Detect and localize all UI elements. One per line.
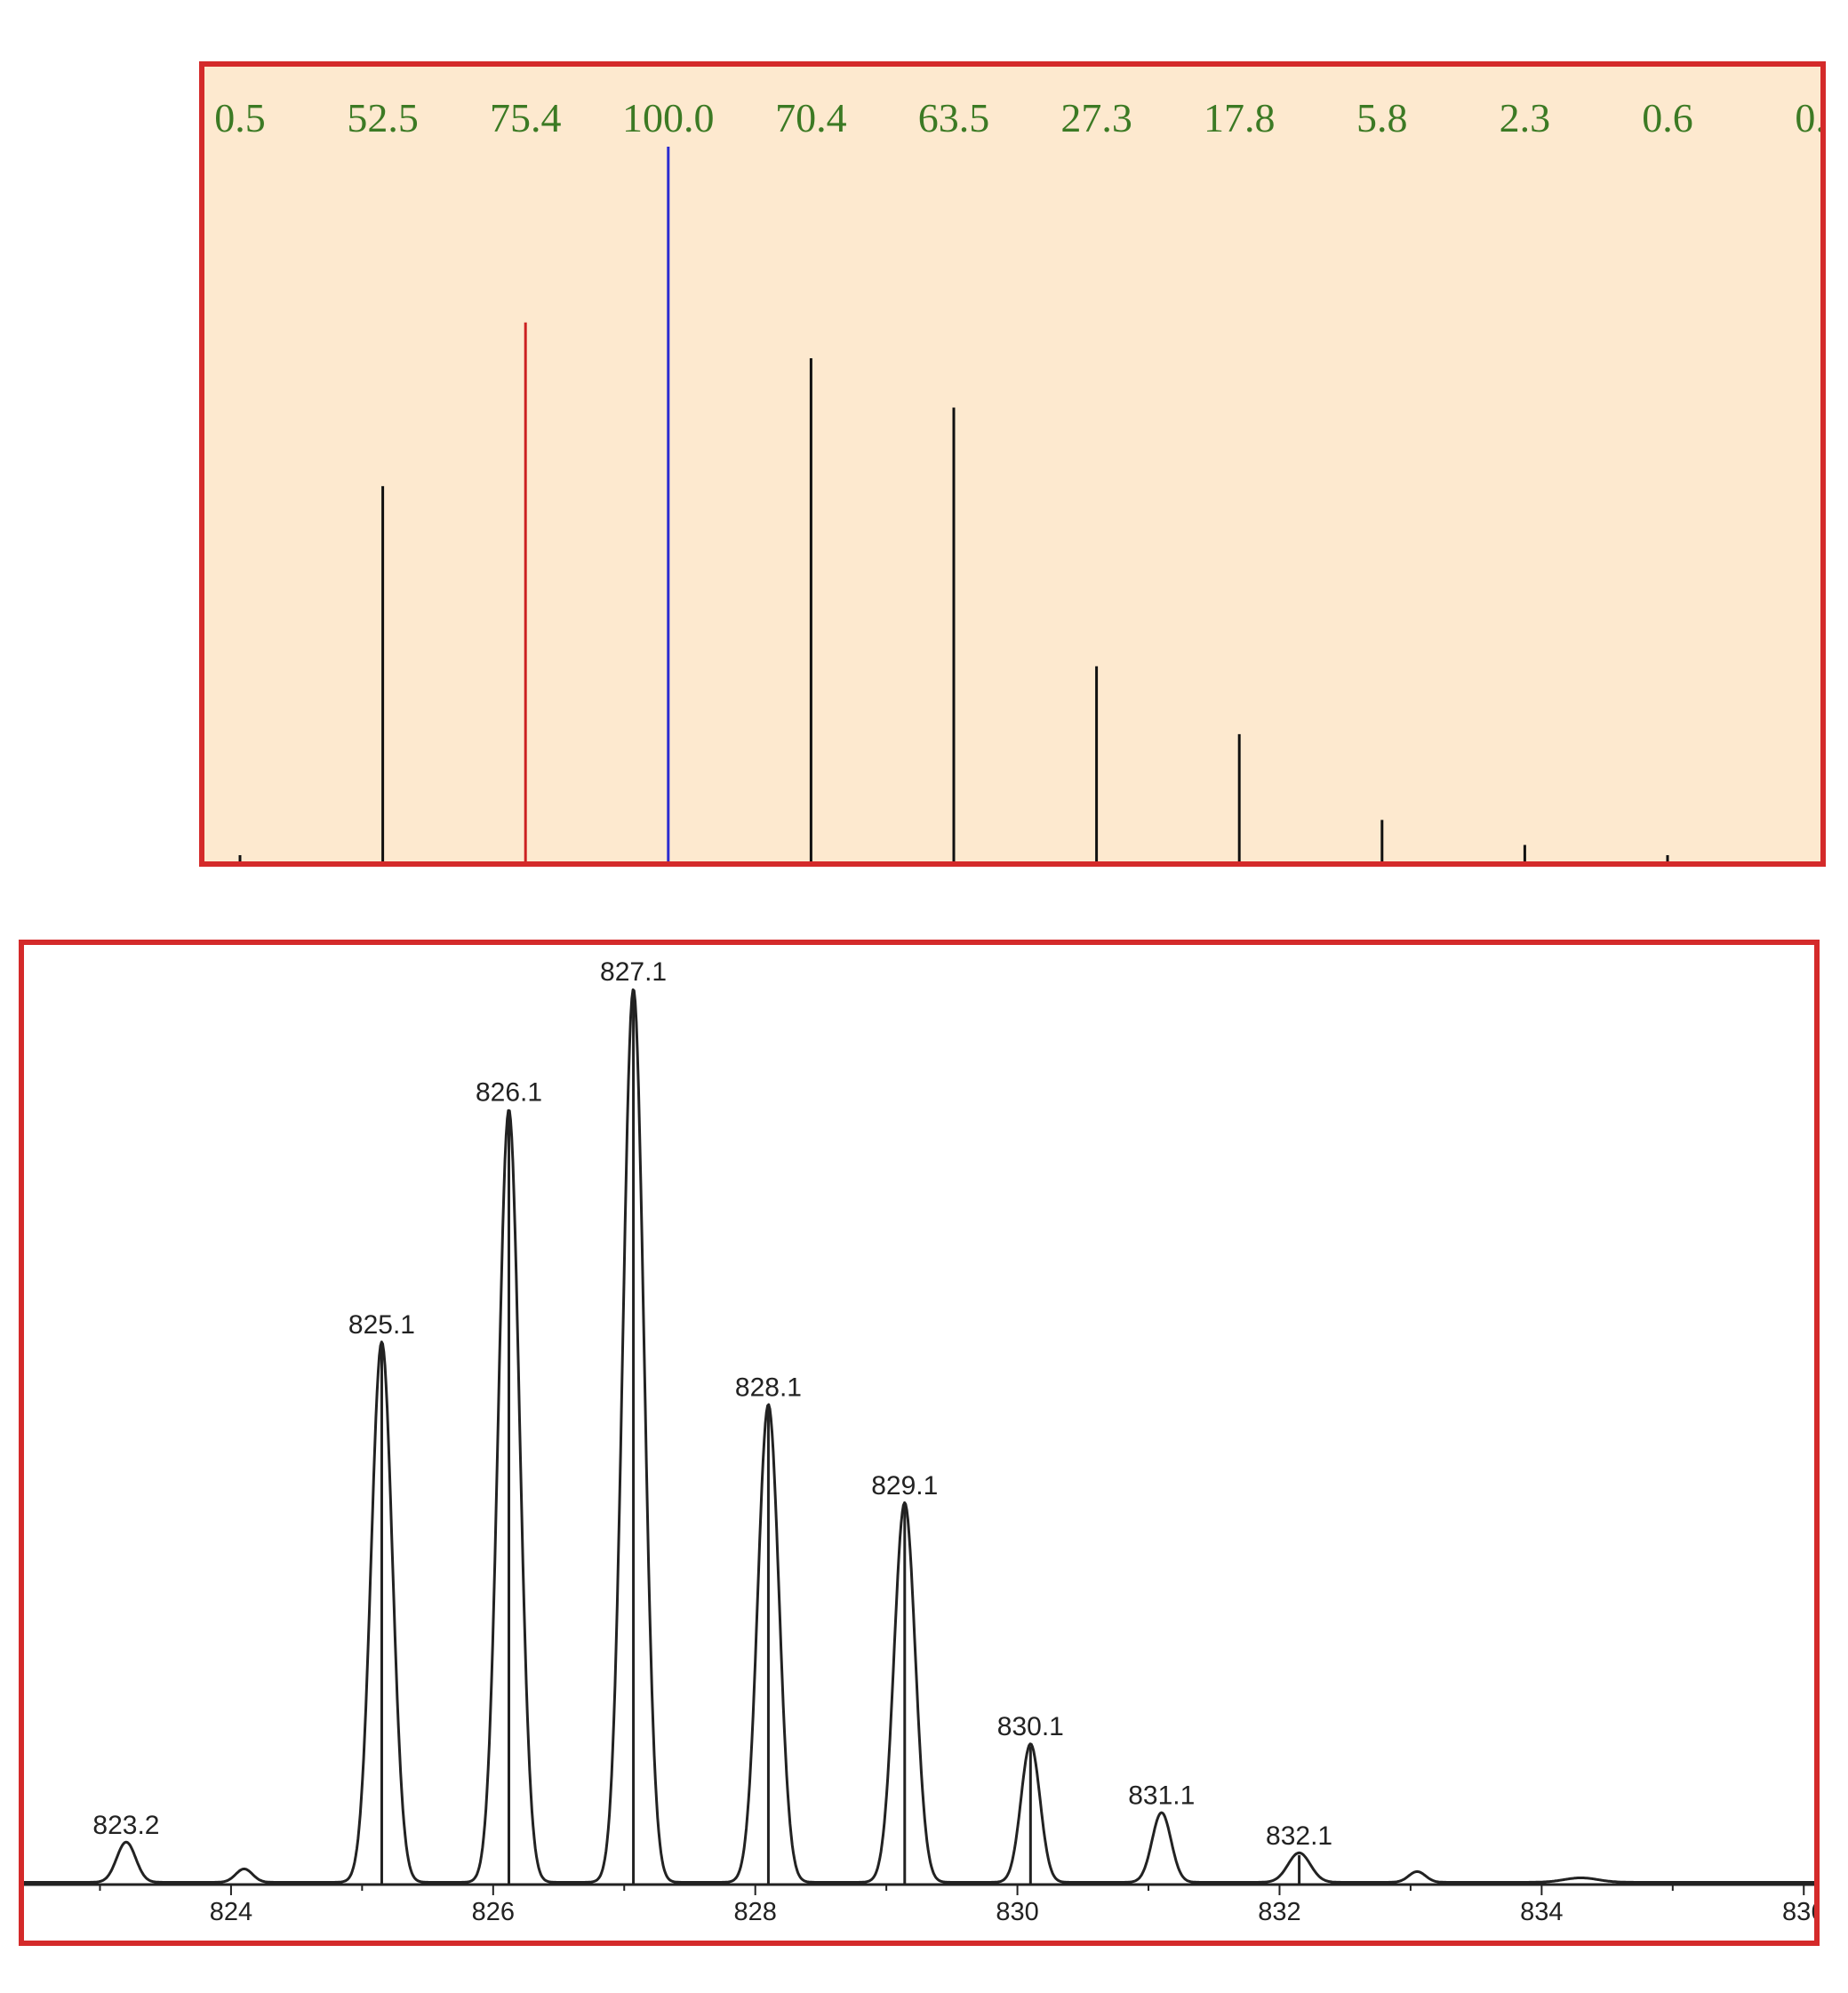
intensity-label: 70.4 bbox=[775, 95, 847, 140]
isotope-pattern-panel: 0.5 52.5 75.4 100.0 70.4 63.5 27.3 17.8 5.8 2.3 0.… bbox=[199, 61, 1826, 867]
peak-label: 828.1 bbox=[735, 1373, 802, 1402]
intensity-label: 27.3 bbox=[1060, 95, 1132, 140]
x-tick-label: 832 bbox=[1258, 1898, 1300, 1926]
intensity-label: 100.0 bbox=[622, 95, 715, 140]
isotope-sticks bbox=[238, 147, 1669, 861]
peak-label: 831.1 bbox=[1128, 1781, 1195, 1811]
intensity-label: 17.8 bbox=[1204, 95, 1276, 140]
isotope-pattern-background bbox=[202, 64, 1823, 864]
intensity-label: 0. bbox=[1795, 95, 1826, 140]
peak-label: 827.1 bbox=[600, 957, 667, 987]
x-tick-label: 824 bbox=[210, 1898, 252, 1926]
x-tick-label: 826 bbox=[472, 1898, 515, 1926]
intensity-label: 2.3 bbox=[1500, 95, 1551, 140]
peak-label: 825.1 bbox=[348, 1310, 415, 1340]
intensity-label: 75.4 bbox=[490, 95, 562, 140]
intensity-label: 0.5 bbox=[214, 95, 266, 140]
x-tick-label: 828 bbox=[733, 1898, 776, 1926]
intensity-label-row: 0.5 52.5 75.4 100.0 70.4 63.5 27.3 17.8 5.8 2.3 0.… bbox=[214, 95, 1826, 140]
peak-label: 826.1 bbox=[476, 1078, 542, 1108]
isotope-pattern-frame bbox=[199, 61, 1826, 867]
x-tick-label: 834 bbox=[1520, 1898, 1563, 1926]
mass-spectrum-plot: 824 826 828 830 832 834 836 823.2 825.1 826.1 827.… bbox=[21, 957, 1825, 1926]
peak-label: 823.2 bbox=[92, 1811, 159, 1840]
x-tick-label: 836 bbox=[1782, 1898, 1825, 1926]
x-tick-label: 830 bbox=[996, 1898, 1038, 1926]
peak-label: 829.1 bbox=[871, 1471, 938, 1501]
mass-spectrum-frame bbox=[19, 940, 1820, 1946]
intensity-label: 5.8 bbox=[1356, 95, 1408, 140]
peak-label: 832.1 bbox=[1266, 1821, 1332, 1851]
intensity-label: 0.6 bbox=[1642, 95, 1693, 140]
mass-spectrum-background bbox=[21, 942, 1817, 1943]
mass-spectrum-panel: 824 826 828 830 832 834 836 823.2 825.1 826.1 827.… bbox=[19, 940, 1825, 1946]
peak-label: 830.1 bbox=[997, 1712, 1064, 1741]
intensity-label: 63.5 bbox=[918, 95, 990, 140]
intensity-label: 52.5 bbox=[347, 95, 419, 140]
spectrum-trace bbox=[21, 988, 1817, 1884]
